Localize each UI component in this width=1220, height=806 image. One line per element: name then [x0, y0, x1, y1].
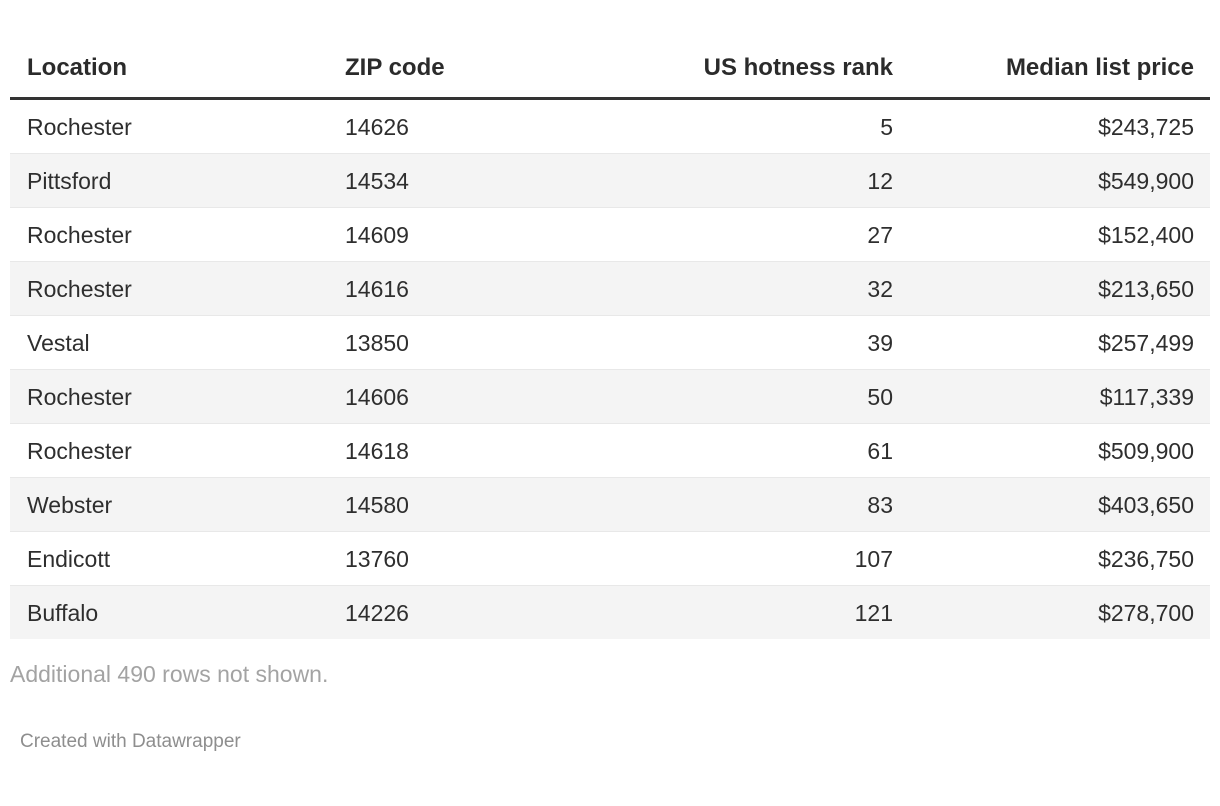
- table-row: Endicott 13760 107 $236,750: [10, 531, 1210, 586]
- table-row: Rochester 14606 50 $117,339: [10, 369, 1210, 424]
- table-row: Rochester 14626 5 $243,725: [10, 98, 1210, 154]
- cell-zip: 14609: [345, 207, 613, 262]
- cell-zip: 13760: [345, 531, 613, 586]
- cell-location: Vestal: [10, 315, 345, 370]
- table-row: Rochester 14618 61 $509,900: [10, 423, 1210, 478]
- column-header-location: Location: [10, 40, 345, 100]
- cell-price: $236,750: [903, 531, 1210, 586]
- cell-zip: 14618: [345, 423, 613, 478]
- table-body: Rochester 14626 5 $243,725 Pittsford 145…: [10, 98, 1210, 639]
- table-row: Rochester 14609 27 $152,400: [10, 207, 1210, 262]
- header-row: Location ZIP code US hotness rank Median…: [10, 40, 1210, 100]
- cell-rank: 50: [613, 369, 903, 424]
- cell-rank: 61: [613, 423, 903, 478]
- cell-location: Rochester: [10, 98, 345, 154]
- cell-rank: 12: [613, 153, 903, 208]
- cell-rank: 39: [613, 315, 903, 370]
- cell-price: $549,900: [903, 153, 1210, 208]
- cell-price: $509,900: [903, 423, 1210, 478]
- cell-rank: 121: [854, 600, 893, 626]
- table-header: Location ZIP code US hotness rank Median…: [10, 40, 1210, 100]
- cell-location: Rochester: [10, 369, 345, 424]
- cell-rank: 5: [613, 98, 903, 154]
- cell-price: $257,499: [903, 315, 1210, 370]
- cell-price: $278,700: [1098, 600, 1194, 626]
- cell-price: $213,650: [903, 261, 1210, 316]
- cell-price: $117,339: [903, 369, 1210, 424]
- table-container: Location ZIP code US hotness rank Median…: [10, 40, 1210, 639]
- cell-zip: 14580: [345, 477, 613, 532]
- cell-rank: 32: [613, 261, 903, 316]
- cell-zip: 13850: [345, 315, 613, 370]
- cell-rank: 27: [613, 207, 903, 262]
- cell-zip: 14226: [345, 600, 409, 626]
- table-row: Buffalo 14226 121 $278,700: [10, 585, 1210, 639]
- hotness-table: Location ZIP code US hotness rank Median…: [10, 40, 1210, 639]
- cell-location: Rochester: [10, 261, 345, 316]
- table-row: Pittsford 14534 12 $549,900: [10, 153, 1210, 208]
- cell-price: $152,400: [903, 207, 1210, 262]
- cell-location: Buffalo: [27, 600, 99, 626]
- cell-location: Pittsford: [10, 153, 345, 208]
- column-header-zip-code: ZIP code: [345, 40, 613, 100]
- table-row: Rochester 14616 32 $213,650: [10, 261, 1210, 316]
- cell-zip: 14606: [345, 369, 613, 424]
- cell-location: Rochester: [10, 423, 345, 478]
- table-row: Vestal 13850 39 $257,499: [10, 315, 1210, 370]
- cell-rank: 83: [613, 477, 903, 532]
- cell-price: $243,725: [903, 98, 1210, 154]
- datawrapper-credit-link[interactable]: Created with Datawrapper: [20, 731, 241, 752]
- cell-rank: 107: [613, 531, 903, 586]
- cell-zip: 14534: [345, 153, 613, 208]
- rows-not-shown-note: Additional 490 rows not shown.: [10, 661, 329, 687]
- cell-price: $403,650: [903, 477, 1210, 532]
- cell-zip: 14616: [345, 261, 613, 316]
- cell-zip: 14626: [345, 98, 613, 154]
- cell-location: Rochester: [10, 207, 345, 262]
- column-header-median-price: Median list price: [903, 40, 1210, 100]
- column-header-hotness-rank: US hotness rank: [613, 40, 903, 100]
- cell-location: Endicott: [10, 531, 345, 586]
- table-row: Webster 14580 83 $403,650: [10, 477, 1210, 532]
- cell-location: Webster: [10, 477, 345, 532]
